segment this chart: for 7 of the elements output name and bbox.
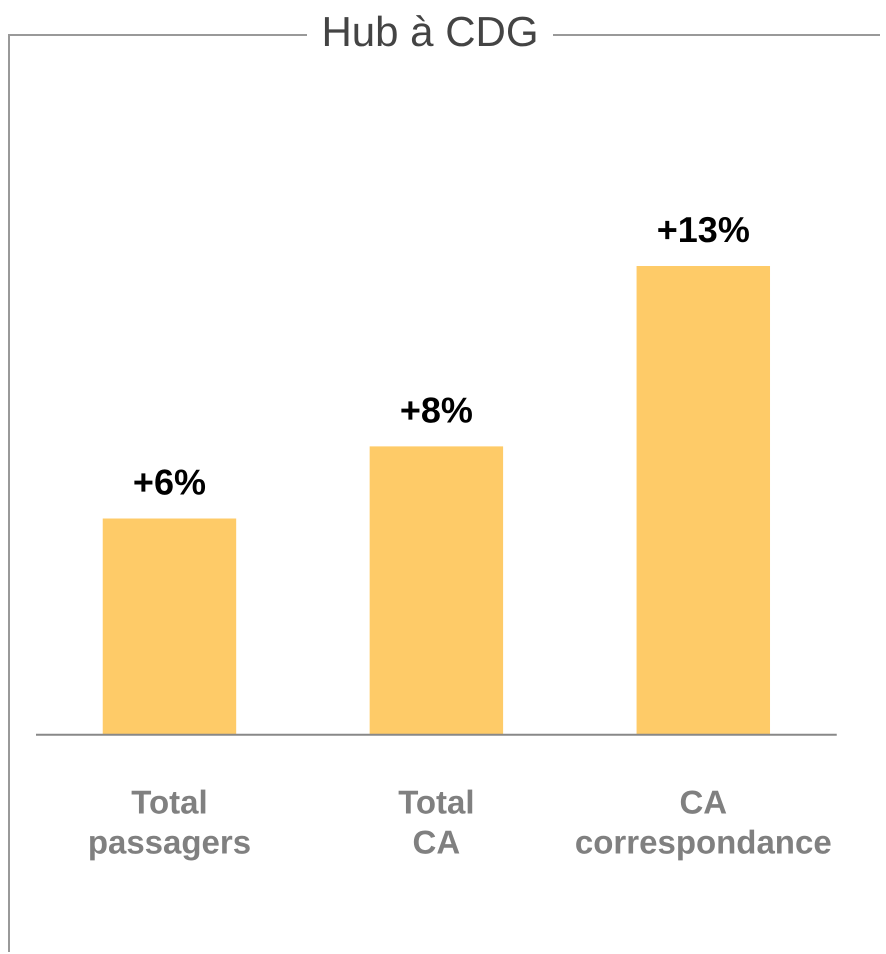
x-tick-label: CA correspondance: [574, 784, 832, 860]
data-label: +6%: [132, 461, 206, 502]
chart-title: Hub à CDG: [307, 8, 553, 55]
data-label: +8%: [400, 389, 473, 430]
data-label: +13%: [656, 208, 750, 250]
x-tick-label: Total CA: [398, 784, 475, 860]
x-tick-label: Total passagers: [88, 784, 252, 860]
